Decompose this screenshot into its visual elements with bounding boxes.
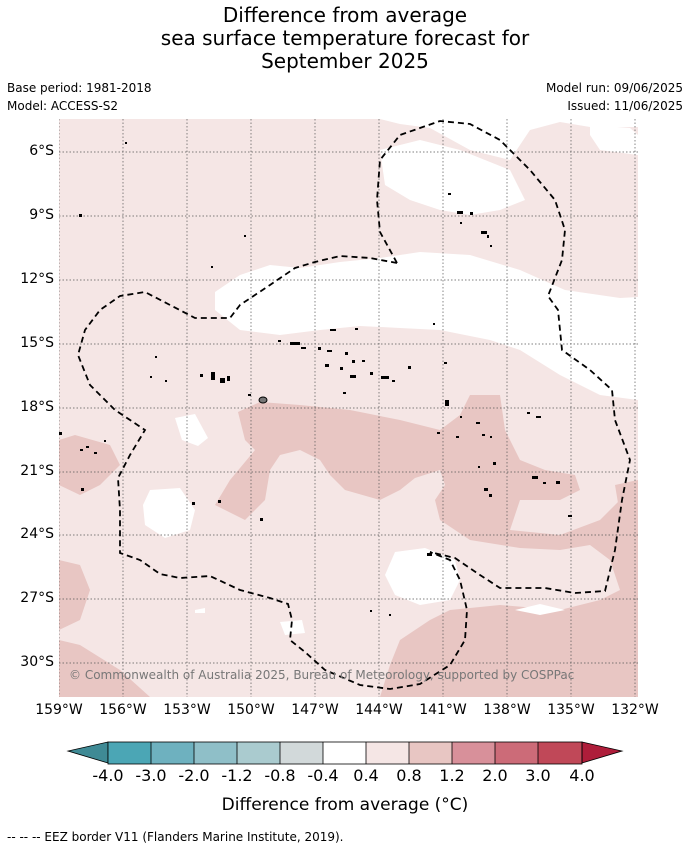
colorbar-bin-3 (194, 742, 237, 764)
y-label-15s: 15°S (20, 335, 54, 351)
colorbar-tick: -4.0 (92, 766, 124, 785)
colorbar (66, 741, 624, 765)
colorbar-outline (107, 741, 583, 765)
colorbar-bin-7 (366, 742, 409, 764)
neutral-region-central (215, 252, 638, 400)
x-label-153w: 153°W (163, 702, 211, 718)
issued-date: Issued: 11/06/2025 (567, 99, 683, 113)
colorbar-bin-8 (409, 742, 452, 764)
x-label-147w: 147°W (291, 702, 339, 718)
colorbar-bin-9 (452, 742, 495, 764)
y-label-6s: 6°S (29, 143, 54, 159)
y-label-24s: 24°S (20, 526, 54, 542)
colorbar-tick: 1.2 (439, 766, 465, 785)
y-label-12s: 12°S (20, 271, 54, 287)
y-label-21s: 21°S (20, 463, 54, 479)
colorbar-tick: 3.0 (525, 766, 551, 785)
neutral-patch-4 (280, 620, 305, 635)
title-line-2: sea surface temperature forecast for (160, 26, 530, 50)
base-period: Base period: 1981-2018 (7, 81, 152, 95)
colorbar-bin-6 (323, 742, 366, 764)
colorbar-tick: -0.4 (307, 766, 339, 785)
neutral-region-top (59, 119, 638, 160)
neutral-patch-6 (195, 608, 205, 613)
colorbar-label: Difference from average (°C) (221, 795, 469, 815)
neutral-patch-2 (175, 414, 208, 446)
colorbar-bin-11 (538, 742, 582, 764)
island-large (258, 396, 268, 404)
y-label-30s: 30°S (20, 654, 54, 670)
anomaly-blob-lower-left (59, 560, 90, 630)
y-label-9s: 9°S (29, 207, 54, 223)
x-label-135w: 135°W (547, 702, 595, 718)
x-label-150w: 150°W (227, 702, 275, 718)
eez-borders (77, 120, 631, 690)
neutral-patch-1 (143, 488, 195, 538)
neutral-patch-3 (385, 548, 460, 605)
y-label-27s: 27°S (20, 590, 54, 606)
meta-right: Model run: 09/06/2025 Issued: 11/06/2025 (546, 79, 683, 115)
x-label-132w: 132°W (611, 702, 659, 718)
colorbar-tick: -3.0 (135, 766, 167, 785)
x-label-156w: 156°W (99, 702, 147, 718)
colorbar-bin-2 (151, 742, 194, 764)
colorbar-tick: 2.0 (482, 766, 508, 785)
colorbar-bin-5 (280, 742, 323, 764)
title-line-1: Difference from average (222, 3, 468, 27)
chart-title: Difference from average sea surface temp… (0, 4, 690, 73)
x-label-141w: 141°W (419, 702, 467, 718)
colorbar-tick: -0.8 (264, 766, 296, 785)
colorbar-tick: -1.2 (221, 766, 253, 785)
islands (59, 142, 572, 616)
y-label-18s: 18°S (20, 399, 54, 415)
colorbar-tick: 0.4 (353, 766, 379, 785)
colorbar-tick: 4.0 (569, 766, 595, 785)
map-area (59, 119, 638, 697)
copyright-notice: © Commonwealth of Australia 2025, Bureau… (69, 668, 575, 682)
model-run: Model run: 09/06/2025 (545, 81, 683, 95)
model-name: Model: ACCESS-S2 (7, 99, 119, 113)
x-label-159w: 159°W (35, 702, 83, 718)
x-label-144w: 144°W (355, 702, 403, 718)
meta-left: Base period: 1981-2018 Model: ACCESS-S2 (7, 79, 152, 115)
neutral-region-upper-right (380, 140, 525, 215)
anomaly-blob-left (59, 435, 120, 495)
anomaly-field-light (59, 119, 638, 697)
neutral-patch-5 (515, 604, 565, 615)
neutral-region-top-right (590, 125, 638, 155)
anomaly-blob-bottom-left (59, 640, 150, 697)
eez-footnote: -- -- -- EEZ border V11 (Flanders Marine… (7, 830, 344, 844)
colorbar-high-arrow (581, 741, 624, 764)
title-line-3: September 2025 (261, 49, 429, 73)
colorbar-bin-10 (495, 742, 538, 764)
colorbar-bin-1 (108, 742, 151, 764)
x-label-138w: 138°W (483, 702, 531, 718)
colorbar-bin-4 (237, 742, 280, 764)
colorbar-low-arrow (66, 741, 109, 764)
colorbar-tick: 0.8 (396, 766, 422, 785)
anomaly-field-medium (215, 395, 638, 697)
colorbar-tick: -2.0 (178, 766, 210, 785)
